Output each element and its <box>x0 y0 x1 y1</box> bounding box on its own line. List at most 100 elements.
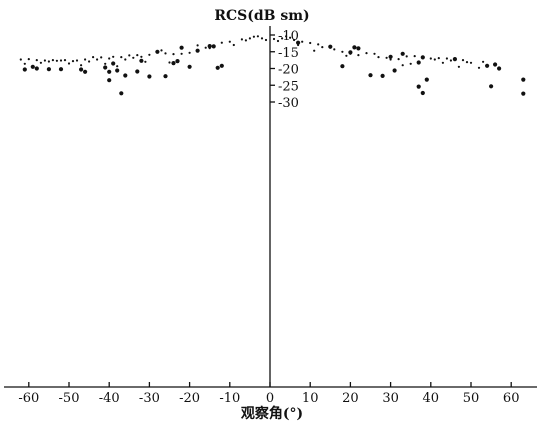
data-point-small <box>84 58 87 61</box>
data-point-small <box>469 61 473 64</box>
data-point-small <box>67 62 71 65</box>
data-point-small <box>112 55 115 58</box>
data-point-small <box>96 58 99 61</box>
data-point-small <box>293 38 296 42</box>
data-point-small <box>104 62 107 65</box>
data-point-small <box>373 52 376 55</box>
data-point-small <box>437 57 440 60</box>
data-point-small <box>477 66 481 69</box>
data-point-large <box>187 64 192 69</box>
data-point-small <box>204 46 207 49</box>
data-point-large <box>521 77 526 82</box>
data-point-small <box>401 64 404 67</box>
data-point-large <box>420 90 425 96</box>
data-point-small <box>80 64 83 67</box>
data-point-large <box>416 84 421 89</box>
data-point-small <box>100 56 103 59</box>
data-point-large <box>195 48 200 53</box>
x-axis-label: 观察角(°) <box>241 405 303 422</box>
data-point-small <box>19 58 22 61</box>
data-point-small <box>272 37 276 41</box>
data-point-small <box>301 40 304 43</box>
data-point-large <box>46 67 52 72</box>
y-tick-label: -20 <box>278 63 299 78</box>
data-point-small <box>140 55 143 58</box>
data-point-small <box>429 57 432 60</box>
data-point-small <box>244 39 247 42</box>
data-point-small <box>333 48 336 51</box>
x-tick-label: 50 <box>463 391 480 406</box>
data-point-large <box>211 44 216 49</box>
data-point-small <box>23 62 26 65</box>
data-point-large <box>79 67 84 72</box>
y-tick-label: -30 <box>278 96 299 111</box>
data-point-small <box>264 38 268 42</box>
data-point-small <box>365 52 368 55</box>
data-point-large <box>368 73 373 78</box>
data-point-small <box>357 54 360 57</box>
data-point-small <box>457 65 460 68</box>
data-point-small <box>285 35 288 38</box>
data-point-small <box>43 59 47 62</box>
data-point-large <box>352 45 357 50</box>
data-point-large <box>30 64 35 69</box>
data-point-large <box>207 44 212 49</box>
data-point-small <box>341 50 344 53</box>
x-tick-label: 40 <box>423 391 440 406</box>
data-point-small <box>59 59 63 62</box>
data-point-small <box>92 56 95 59</box>
data-point-large <box>416 60 421 65</box>
data-point-large <box>135 69 140 74</box>
data-point-small <box>35 59 38 62</box>
data-point-small <box>55 59 59 62</box>
x-tick-label: 30 <box>382 391 399 406</box>
data-point-large <box>296 40 301 45</box>
data-point-large <box>452 57 457 62</box>
data-point-large <box>521 91 526 96</box>
data-point-small <box>39 61 43 64</box>
data-point-small <box>128 54 131 57</box>
data-point-small <box>321 46 324 49</box>
y-tick-label: -15 <box>278 46 299 61</box>
data-point-small <box>188 51 191 54</box>
data-point-small <box>317 43 320 46</box>
data-point-small <box>405 55 408 58</box>
data-point-large <box>22 67 27 72</box>
data-point-large <box>485 63 490 68</box>
data-point-large <box>163 74 168 79</box>
data-point-large <box>380 73 385 78</box>
x-axis-ticks: -60 -50 -40 -30 -20 -10 0 10 20 30 40 50 60 <box>18 382 519 406</box>
data-point-large <box>115 68 120 73</box>
data-point-small <box>409 62 412 65</box>
data-point-small <box>27 58 30 61</box>
x-tick-label: -10 <box>219 391 240 406</box>
data-point-large <box>215 65 220 70</box>
data-points <box>19 35 526 96</box>
data-point-small <box>136 54 139 57</box>
data-point-small <box>63 59 67 62</box>
data-point-small <box>116 65 119 68</box>
data-point-small <box>441 61 444 64</box>
y-tick-label: -10 <box>278 29 299 44</box>
x-tick-label: -50 <box>59 391 80 406</box>
data-point-large <box>392 68 397 73</box>
data-point-small <box>449 59 452 62</box>
data-point-large <box>175 59 180 64</box>
data-point-large <box>340 64 345 69</box>
data-point-large <box>119 91 124 96</box>
data-point-large <box>497 66 502 71</box>
data-point-small <box>289 36 292 39</box>
data-point-small <box>248 37 251 40</box>
data-point-small <box>71 60 75 63</box>
data-point-large <box>493 62 498 67</box>
x-tick-label: -40 <box>99 391 120 406</box>
data-point-small <box>240 38 243 41</box>
x-tick-label: 60 <box>503 391 520 406</box>
data-point-small <box>281 37 284 40</box>
data-point-small <box>75 59 79 62</box>
x-tick-label: 20 <box>342 391 359 406</box>
x-tick-label: -30 <box>139 391 160 406</box>
data-point-small <box>345 54 348 57</box>
data-point-small <box>397 58 400 61</box>
y-axis-ticks: -10 -15 -20-25 -30 <box>270 29 299 111</box>
